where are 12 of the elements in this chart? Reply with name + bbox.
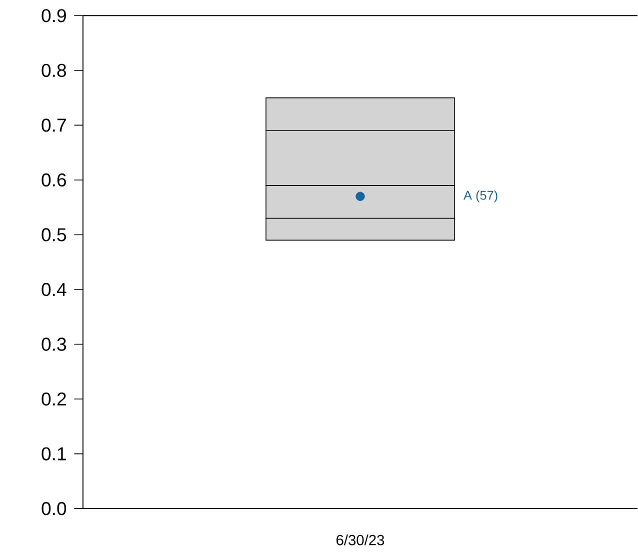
text: A (57) xyxy=(464,190,498,202)
y-tick-label: 0.6 xyxy=(42,173,66,186)
y-tick-label: 0.8 xyxy=(42,64,66,77)
y-tick-label: 0.7 xyxy=(42,118,66,132)
x-tick-label: 6/30/23 xyxy=(336,534,384,546)
y-tick-label: 0.1 xyxy=(42,447,66,460)
y-tick-label: 0.3 xyxy=(42,337,66,351)
y-tick-label: 0.4 xyxy=(42,282,66,296)
y-tick-label: 0.2 xyxy=(42,392,66,406)
y-tick-label: 0.0 xyxy=(42,502,66,515)
y-tick-label: 0.5 xyxy=(42,228,66,242)
y-tick-label: 0.9 xyxy=(42,8,66,22)
